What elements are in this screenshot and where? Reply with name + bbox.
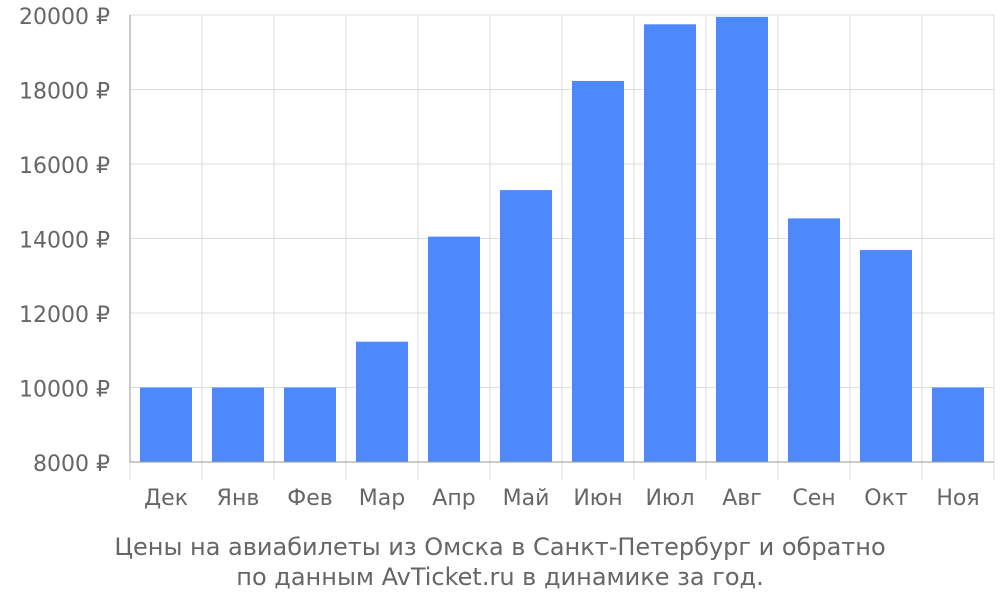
bar-Сен bbox=[788, 218, 840, 462]
chart-caption-line-1: Цены на авиабилеты из Омска в Санкт-Пете… bbox=[114, 533, 886, 561]
x-tick-label: Мар bbox=[359, 486, 405, 511]
x-tick-label: Июл bbox=[645, 486, 694, 511]
label-layer: 8000 ₽ 10000 ₽ 12000 ₽ 14000 ₽ 16000 ₽ 18000 … bbox=[19, 5, 980, 511]
y-tick-label: 20000 ₽ bbox=[19, 5, 110, 30]
grid-layer bbox=[129, 14, 995, 463]
bar-Янв bbox=[212, 387, 264, 462]
bar-Фев bbox=[284, 387, 336, 462]
x-tick-label: Сен bbox=[792, 486, 835, 511]
chart-caption-line-2: по данным AvTicket.ru в динамике за год. bbox=[236, 563, 764, 591]
bar-Май bbox=[500, 190, 552, 462]
bar-Апр bbox=[428, 236, 480, 462]
y-tick-label: 18000 ₽ bbox=[19, 80, 110, 105]
bar-Ноя bbox=[932, 387, 984, 462]
x-tick-label: Янв bbox=[217, 486, 260, 511]
x-tick-label: Май bbox=[503, 486, 550, 511]
x-tick-label: Фев bbox=[287, 486, 332, 511]
y-tick-label: 10000 ₽ bbox=[19, 378, 110, 403]
axis-layer bbox=[129, 15, 995, 480]
x-tick-label: Июн bbox=[573, 486, 622, 511]
x-tick-label: Ноя bbox=[936, 486, 979, 511]
y-tick-label: 16000 ₽ bbox=[19, 154, 110, 179]
x-tick-label: Дек bbox=[144, 486, 188, 511]
bar-Дек bbox=[140, 387, 192, 462]
x-tick-label: Апр bbox=[432, 486, 475, 511]
x-tick-label: Авг bbox=[722, 486, 762, 511]
x-tick-label: Окт bbox=[864, 486, 908, 511]
bar-Мар bbox=[356, 341, 408, 462]
bar-Июн bbox=[572, 80, 624, 463]
bar-Июл bbox=[644, 24, 696, 462]
bar-Авг bbox=[716, 16, 768, 463]
y-tick-label: 8000 ₽ bbox=[33, 452, 110, 477]
y-tick-label: 12000 ₽ bbox=[19, 303, 110, 328]
bar-layer bbox=[140, 16, 984, 463]
y-tick-label: 14000 ₽ bbox=[19, 229, 110, 254]
bar-Окт bbox=[860, 250, 912, 462]
